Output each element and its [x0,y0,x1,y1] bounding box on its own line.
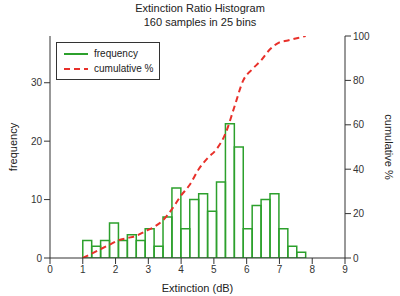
svg-text:2: 2 [113,264,119,275]
svg-text:100: 100 [353,31,370,42]
svg-text:cumulative %: cumulative % [383,114,392,180]
html-text:160 samples in 25 bins: 160 samples in 25 bins [143,16,257,28]
svg-text:Extinction (dB): Extinction (dB) [162,282,234,294]
svg-text:3: 3 [146,264,152,275]
svg-text:0: 0 [47,264,53,275]
html-text:frequency: frequency [94,48,138,59]
svg-text:80: 80 [353,75,365,86]
svg-text:30: 30 [31,77,43,88]
svg-text:frequency: frequency [8,122,19,171]
svg-text:0: 0 [36,253,42,264]
svg-text:0: 0 [353,253,359,264]
svg-text:9: 9 [342,264,348,275]
html-text:Extinction Ratio Histogram: Extinction Ratio Histogram [135,2,265,14]
svg-text:20: 20 [353,208,365,219]
svg-text:5: 5 [211,264,217,275]
svg-text:10: 10 [31,194,43,205]
svg-text:40: 40 [353,164,365,175]
svg-text:20: 20 [31,136,43,147]
svg-text:4: 4 [178,264,184,275]
svg-text:8: 8 [309,264,315,275]
html-text:cumulative %: cumulative % [94,63,154,74]
svg-text:7: 7 [277,264,283,275]
svg-text:6: 6 [244,264,250,275]
svg-text:1: 1 [80,264,86,275]
svg-text:60: 60 [353,119,365,130]
